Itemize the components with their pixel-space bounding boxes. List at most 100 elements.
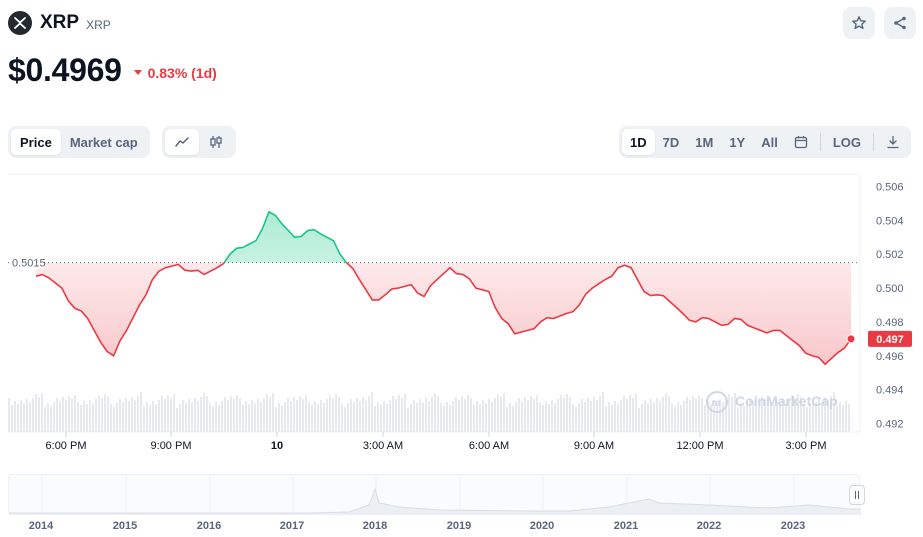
reference-price-label: 0.5015 [12, 258, 46, 270]
volume-bar [689, 400, 691, 432]
volume-bar [119, 399, 121, 432]
volume-bar [572, 404, 574, 432]
volume-bar [26, 399, 28, 432]
volume-bar [344, 407, 346, 432]
tab-market-cap[interactable]: Market cap [69, 134, 138, 150]
volume-bar [266, 394, 268, 432]
volume-bar [137, 396, 139, 432]
volume-bar [611, 405, 613, 432]
price-chart[interactable]: m CoinMarketCap 0.5015 0.506 0.504 0.502 0.… [0, 170, 923, 460]
volume-bar [584, 402, 586, 432]
year-label: 2018 [362, 520, 388, 532]
volume-bar [242, 405, 244, 432]
volume-bar [629, 395, 631, 432]
volume-bar [41, 393, 43, 432]
navigator-handle[interactable] [849, 485, 865, 505]
svg-text:m: m [712, 398, 721, 409]
volume-bar [8, 398, 10, 432]
volume-bar [17, 404, 19, 432]
volume-bar [635, 394, 637, 432]
volume-bar [668, 396, 670, 432]
volume-bar [515, 402, 517, 432]
line-view-button[interactable] [165, 129, 199, 155]
volume-bar [650, 399, 652, 432]
volume-bar [539, 402, 541, 432]
volume-bar [140, 392, 142, 432]
volume-bar [362, 397, 364, 432]
candlestick-icon [210, 136, 222, 148]
watchlist-star-button[interactable] [843, 7, 875, 39]
volume-bar [497, 394, 499, 432]
volume-bar [332, 398, 334, 432]
volume-bar [65, 400, 67, 432]
x-tick-label: 12:00 PM [676, 440, 723, 452]
volume-bar [749, 398, 751, 432]
time-range-selector: 1D 7D 1M 1Y All LOG [619, 126, 912, 158]
date-picker-button[interactable] [786, 129, 816, 155]
volume-bar [176, 408, 178, 432]
volume-bar [533, 399, 535, 432]
coin-name: XRP [40, 12, 80, 33]
log-scale-button[interactable]: LOG [832, 134, 862, 150]
volume-bar [209, 403, 211, 432]
volume-bar [335, 394, 337, 432]
range-1m-button[interactable]: 1M [695, 134, 714, 150]
volume-bar [617, 404, 619, 432]
volume-bar [263, 398, 265, 432]
x-tick-label: 3:00 AM [363, 440, 403, 452]
range-7d-button[interactable]: 7D [662, 134, 680, 150]
volume-bar [602, 392, 604, 432]
range-1d-button[interactable]: 1D [622, 129, 655, 155]
volume-bar [554, 403, 556, 432]
volume-bar [74, 395, 76, 432]
volume-bar [479, 404, 481, 432]
volume-bar [794, 398, 796, 432]
volume-bar [536, 395, 538, 432]
xrp-logo-icon [8, 11, 32, 35]
history-navigator[interactable] [8, 474, 865, 515]
range-all-button[interactable]: All [761, 134, 778, 150]
volume-bar [44, 407, 46, 432]
volume-bar [302, 399, 304, 432]
download-button[interactable] [878, 129, 908, 155]
volume-bar [827, 400, 829, 432]
volume-bar [563, 398, 565, 432]
volume-bar [812, 399, 814, 432]
volume-bar [482, 400, 484, 432]
volume-bar [287, 398, 289, 432]
volume-bar [347, 403, 349, 432]
volume-bar [548, 404, 550, 432]
candlestick-view-button[interactable] [199, 129, 233, 155]
volume-bar [299, 396, 301, 432]
range-1y-button[interactable]: 1Y [729, 134, 746, 150]
volume-bar [395, 399, 397, 432]
volume-bar [776, 401, 778, 432]
volume-bar [470, 398, 472, 432]
volume-bar [59, 401, 61, 432]
volume-bar [620, 400, 622, 432]
volume-bar [569, 397, 571, 432]
volume-bar [437, 396, 439, 432]
volume-bar [32, 398, 34, 432]
chart-type-tabs: Price Market cap [8, 126, 150, 158]
current-price-badge-text: 0.497 [876, 334, 904, 346]
volume-bar [458, 400, 460, 432]
volume-bar [212, 406, 214, 432]
share-button[interactable] [884, 7, 916, 39]
x-tick-label: 6:00 PM [46, 440, 87, 452]
volume-bar [467, 395, 469, 432]
year-label: 2020 [529, 520, 555, 532]
volume-bar [323, 403, 325, 432]
volume-bar [686, 397, 688, 432]
volume-bar [596, 400, 598, 432]
volume-bar [401, 398, 403, 432]
volume-bar [821, 401, 823, 432]
volume-bar [98, 395, 100, 432]
volume-bar [818, 398, 820, 432]
tab-price[interactable]: Price [11, 129, 61, 155]
volume-bar [341, 404, 343, 432]
volume-bar [701, 398, 703, 432]
volume-bar [731, 397, 733, 432]
volume-bar [167, 395, 169, 432]
volume-bar [557, 399, 559, 432]
